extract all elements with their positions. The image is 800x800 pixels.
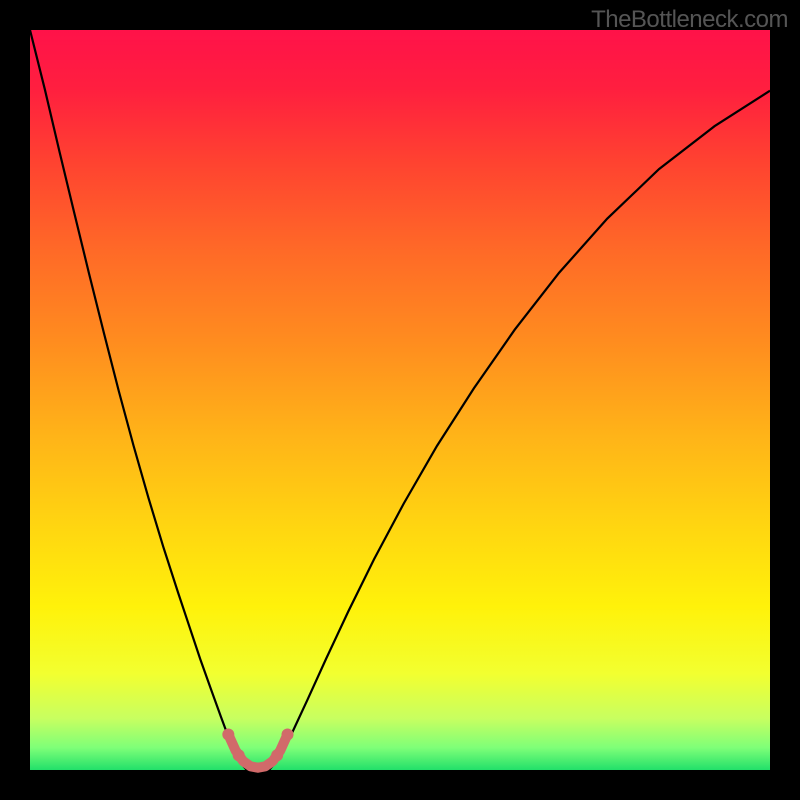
bottleneck-chart: [0, 0, 800, 800]
plot-background: [30, 30, 770, 770]
bottleneck-dot: [222, 728, 234, 740]
bottleneck-dot: [233, 749, 245, 761]
bottleneck-dot: [271, 749, 283, 761]
watermark-text: TheBottleneck.com: [591, 6, 788, 34]
bottleneck-dot: [282, 728, 294, 740]
chart-container: { "watermark": { "text": "TheBottleneck.…: [0, 0, 800, 800]
